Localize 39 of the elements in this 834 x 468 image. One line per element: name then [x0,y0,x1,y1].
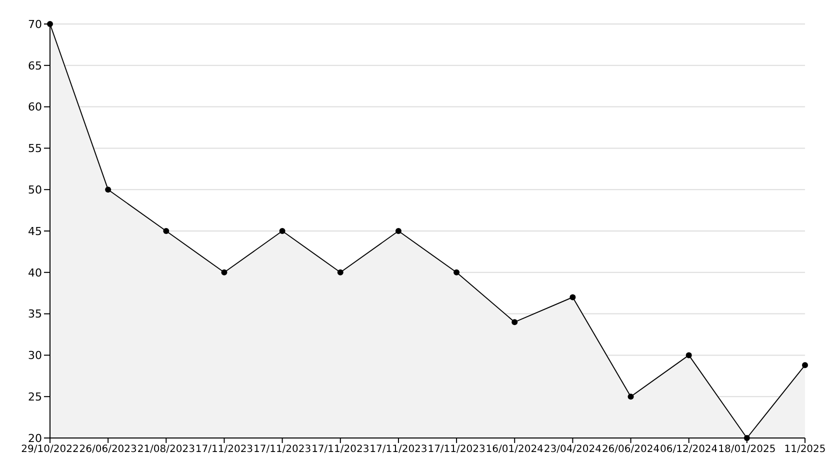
point [512,319,518,326]
point [686,352,692,358]
x-tick-label: 17/11/2023 [312,444,370,456]
point [802,362,808,368]
x-tick-label: 26/06/2024 [602,444,660,456]
y-tick-label: 35 [28,308,42,321]
y-tick-label: 20 [28,432,42,445]
y-tick-label: 50 [28,184,42,197]
point [221,269,228,276]
x-tick-label: 17/11/2023 [428,444,486,456]
x-tick-label: 23/04/2024 [544,444,602,456]
y-tick-label: 25 [28,390,42,404]
y-tick-label: 30 [28,349,42,362]
y-tick-label: 65 [28,59,42,72]
x-tick-label: 06/12/2024 [660,444,718,456]
x-tick-label: 29/10/2022 [21,444,79,456]
point [395,228,402,234]
y-tick-label: 45 [28,224,42,238]
point [105,186,112,193]
point [279,228,286,234]
point [163,228,170,234]
y-tick-label: 60 [28,100,42,114]
x-tick-label: 16/01/2024 [486,444,544,456]
y-tick-label: 70 [28,18,42,31]
y-tick-label: 55 [28,142,42,156]
point [47,21,53,27]
point [628,394,634,400]
y-tick-label: 40 [28,266,42,280]
point [454,269,460,276]
point [570,294,576,300]
x-tick-label: 21/08/2023 [137,444,195,456]
x-tick-label: 17/11/2023 [253,444,312,456]
x-tick-label: 11/2025 [784,444,826,456]
x-tick-label: 18/01/2025 [718,444,776,456]
x-tick-label: 17/11/2023 [195,444,254,456]
point [337,269,344,276]
x-tick-label: 26/06/2023 [79,444,137,456]
point [744,435,750,441]
x-tick-label: 17/11/2023 [370,444,428,456]
